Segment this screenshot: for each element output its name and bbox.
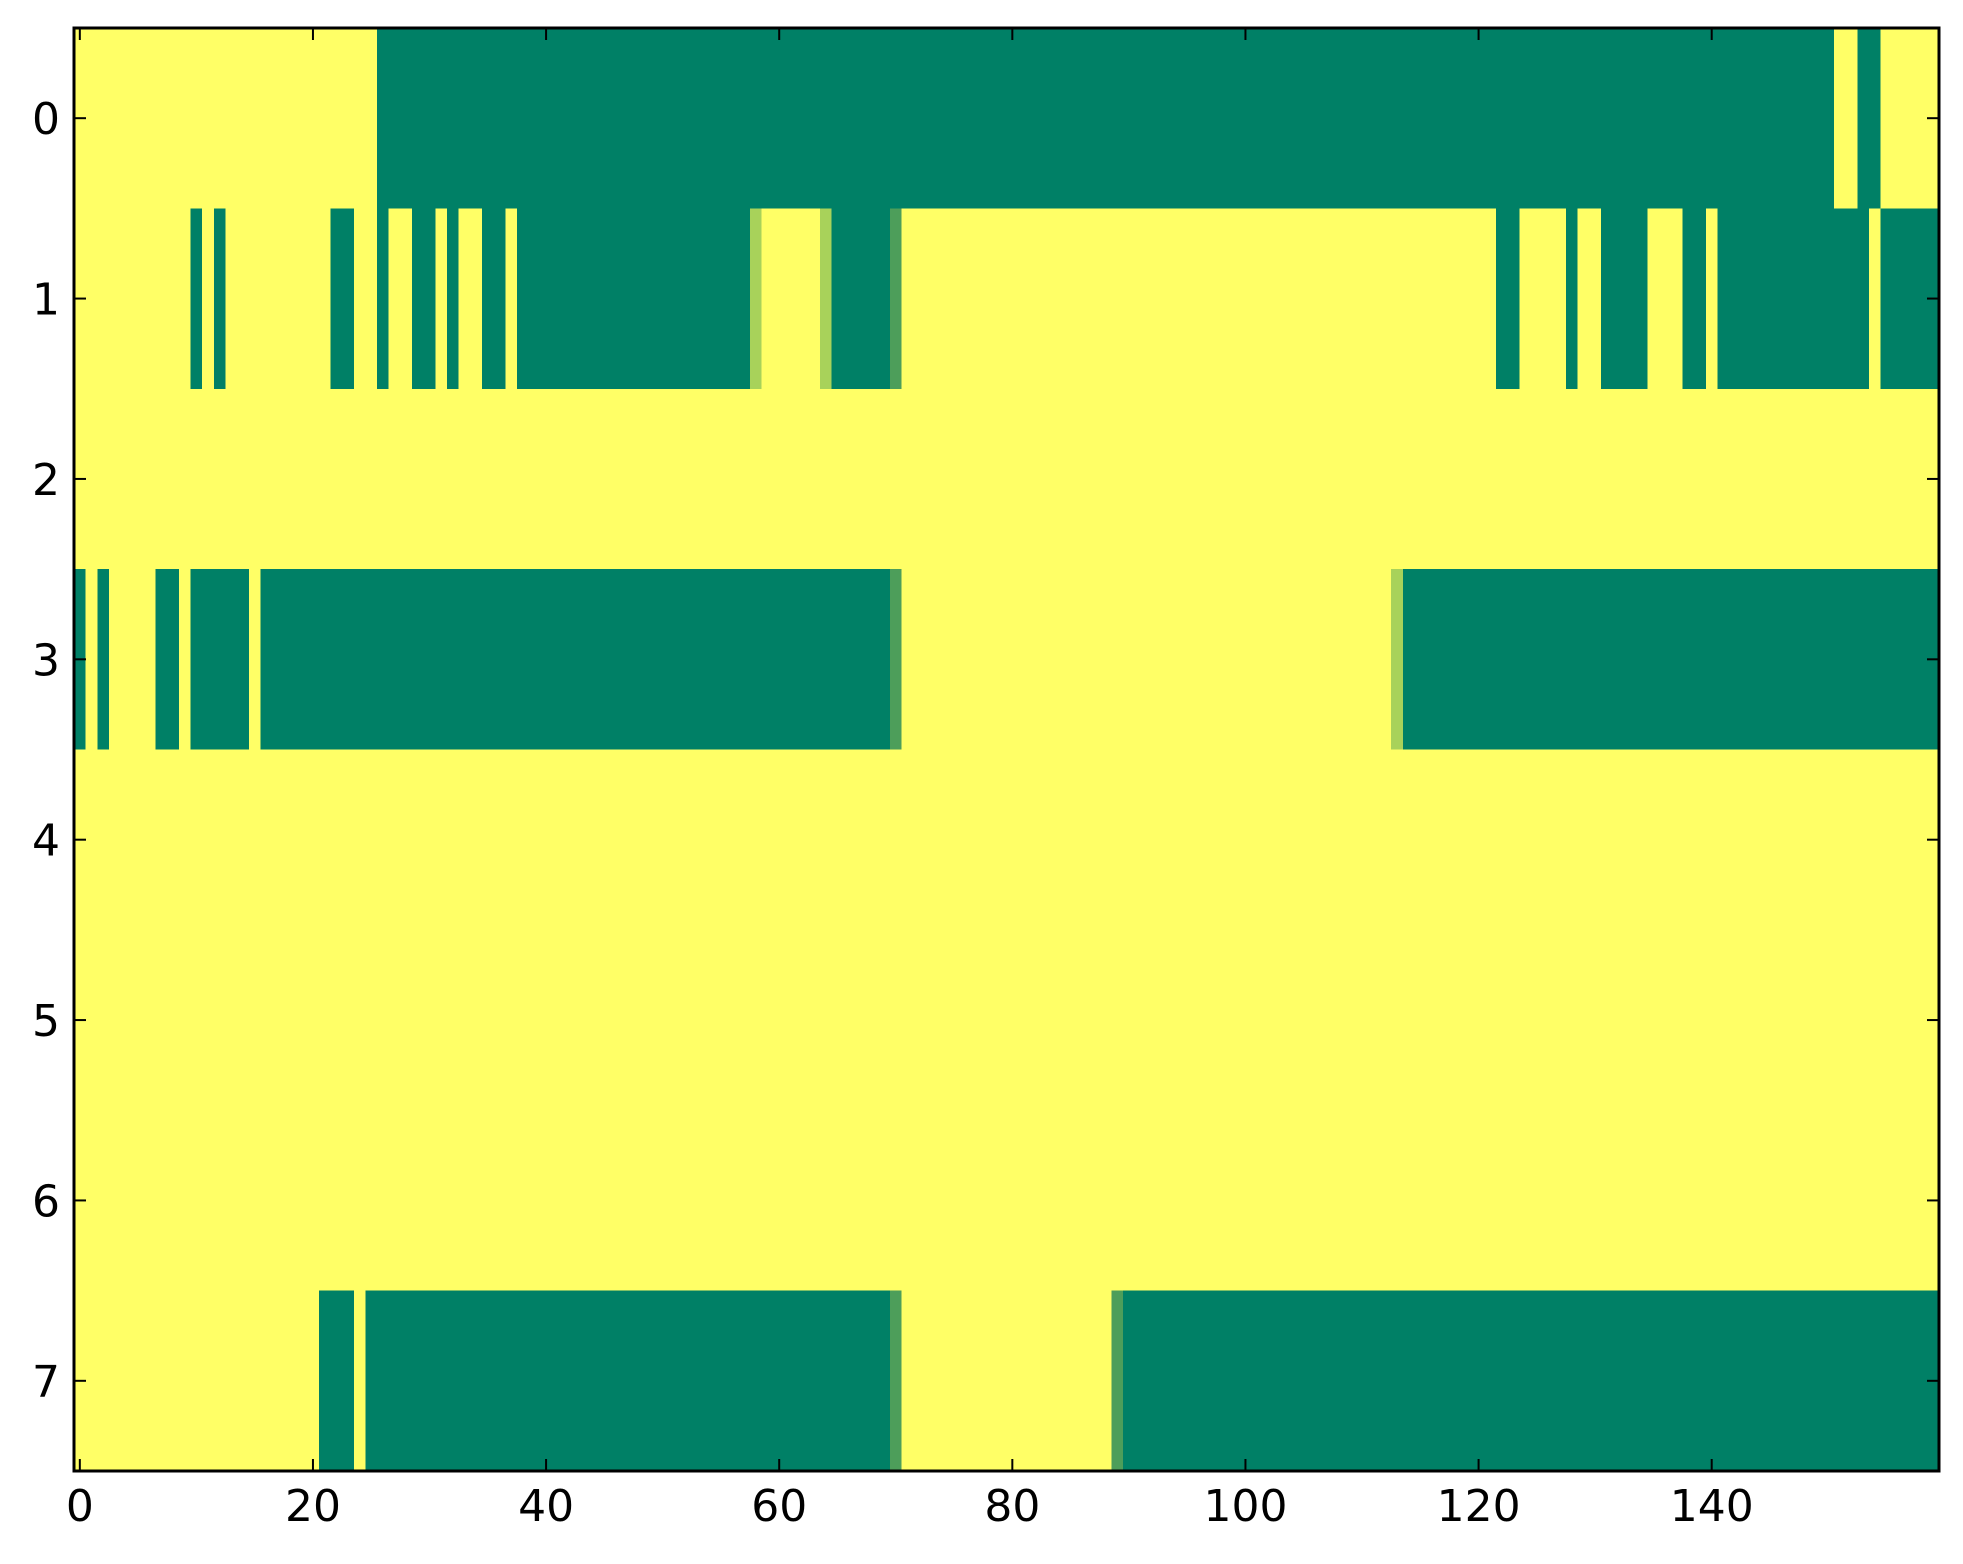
plot-frame <box>72 26 1941 1473</box>
y-tick-label-5: 5 <box>32 996 60 1047</box>
heatmap-cell-row-1-segment-1 <box>213 208 226 389</box>
heatmap-cell-row-1-segment-7 <box>516 208 751 389</box>
y-tick-label-4: 4 <box>32 816 60 867</box>
heatmap-cell-row-1-segment-3 <box>377 208 389 389</box>
heatmap-cell-row-1-segment-12 <box>1496 208 1520 389</box>
heatmap-cell-row-3-segment-5 <box>889 569 902 750</box>
heatmap-cell-row-1-segment-16 <box>1717 208 1730 389</box>
axis-tick-labels: 0 20 40 60 80 100 120 140 0 1 2 3 4 5 6 7 <box>32 94 1754 1532</box>
heatmap-cell-row-3-segment-3 <box>190 569 249 750</box>
y-tick-label-0: 0 <box>32 94 60 145</box>
heatmap-cell-row-7-segment-1 <box>365 1290 890 1471</box>
heatmap-cell-row-3-segment-7 <box>1402 569 1939 750</box>
x-tick-label-20: 20 <box>285 1481 341 1532</box>
heatmap-cell-row-7-segment-0 <box>318 1290 354 1471</box>
x-tick-label-140: 140 <box>1670 1481 1754 1532</box>
heatmap-cell-row-1-segment-5 <box>447 208 459 389</box>
x-tick-label-40: 40 <box>518 1481 574 1532</box>
y-tick-label-3: 3 <box>32 635 60 686</box>
heatmap-cell-row-1-segment-13 <box>1566 208 1578 389</box>
heatmap-cell-row-1-segment-6 <box>481 208 506 389</box>
heatmap-cell-row-3-segment-1 <box>97 569 109 750</box>
heatmap-cell-row-1-segment-10 <box>831 208 890 389</box>
y-tick-label-1: 1 <box>32 275 60 326</box>
heatmap-cell-row-1-segment-11 <box>889 208 902 389</box>
heatmap-cell-row-7-segment-4 <box>1123 1290 1939 1471</box>
heatmap-cell-row-1-segment-8 <box>750 208 762 389</box>
heatmap-cell-row-1-segment-0 <box>190 208 203 389</box>
heatmap-cell-row-1-segment-15 <box>1682 208 1706 389</box>
axis-ticks <box>74 28 1939 1471</box>
x-tick-label-80: 80 <box>984 1481 1040 1532</box>
heatmap-cell-row-0-segment-1 <box>1857 28 1881 209</box>
x-tick-label-0: 0 <box>66 1481 94 1532</box>
x-tick-label-100: 100 <box>1203 1481 1287 1532</box>
heatmap-cell-row-7-segment-2 <box>889 1290 902 1471</box>
heatmap-cell-row-3-segment-4 <box>260 569 890 750</box>
heatmap-cell-row-1-segment-4 <box>412 208 436 389</box>
y-tick-label-7: 7 <box>32 1357 60 1408</box>
heatmap-cell-row-3-segment-6 <box>1391 569 1403 750</box>
heatmap-cell-row-1-segment-2 <box>330 208 354 389</box>
x-tick-label-120: 120 <box>1437 1481 1521 1532</box>
heatmap-cells <box>74 28 1939 1471</box>
heatmap-cell-row-1-segment-9 <box>820 208 832 389</box>
y-tick-label-2: 2 <box>32 455 60 506</box>
heatmap-cell-row-1-segment-17 <box>1729 208 1870 389</box>
x-tick-label-60: 60 <box>751 1481 807 1532</box>
heatmap-cell-row-1-segment-14 <box>1600 208 1648 389</box>
heatmap-cell-row-0-segment-0 <box>377 28 1835 209</box>
heatmap-cell-row-7-segment-3 <box>1111 1290 1124 1471</box>
y-tick-label-6: 6 <box>32 1176 60 1227</box>
heatmap-cell-row-3-segment-2 <box>155 569 179 750</box>
